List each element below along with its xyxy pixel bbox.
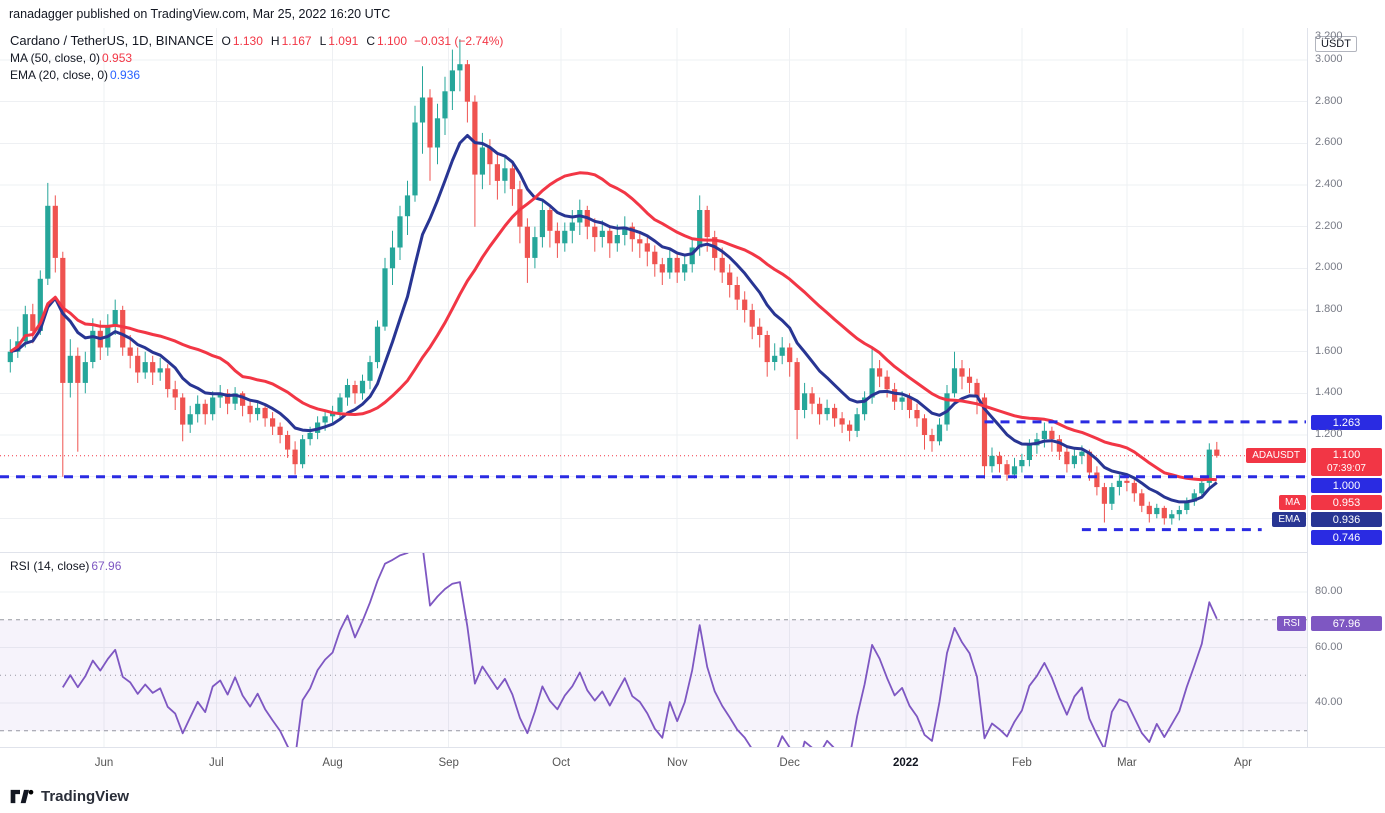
time-axis-label: Dec — [779, 757, 800, 769]
ema-legend-value: 0.936 — [110, 67, 141, 82]
symbol-price-tag: ADAUSDT — [1246, 448, 1306, 463]
price-tick-label: 1.400 — [1315, 386, 1343, 399]
level-badge-lower: 0.746 — [1311, 530, 1382, 545]
time-axis-label: Mar — [1116, 757, 1137, 769]
rsi-tick-label: 40.00 — [1315, 696, 1343, 708]
last-price-badge: 1.100 07:39:07 — [1311, 448, 1382, 476]
time-axis-label: Oct — [552, 757, 571, 769]
change-value: −0.031 (−2.74%) — [414, 33, 504, 48]
price-pane — [0, 39, 1307, 532]
price-axis[interactable]: USDT 1.263 1.100 07:39:07 1.000 0.953 0.… — [1307, 28, 1385, 747]
publisher-header: ranadagger published on TradingView.com,… — [0, 0, 1385, 28]
high-value: 1.167 — [281, 33, 312, 48]
time-axis-label: 2022 — [893, 757, 919, 769]
price-tick-label: 2.600 — [1315, 136, 1343, 149]
rsi-value-badge: 67.96 — [1311, 616, 1382, 631]
axis-unit-badge: USDT — [1315, 36, 1357, 52]
time-axis-label: Feb — [1012, 757, 1032, 769]
rsi-tick-label: 80.00 — [1315, 585, 1343, 597]
low-value: 1.091 — [328, 33, 359, 48]
time-axis-label: Jun — [94, 757, 114, 769]
rsi-legend-value: 67.96 — [91, 559, 122, 573]
price-tick-label: 1.200 — [1315, 428, 1343, 440]
last-price-value: 1.100 — [1332, 449, 1361, 461]
price-gridlines — [0, 59, 1307, 519]
ma-legend-value: 0.953 — [102, 50, 133, 65]
open-label: O — [221, 33, 231, 48]
price-tick-label: 2.200 — [1315, 219, 1343, 232]
bar-countdown: 07:39:07 — [1327, 463, 1366, 474]
ema-legend-row: EMA (20, close, 0) 0.936 — [10, 66, 503, 83]
time-axis-label: Nov — [667, 757, 688, 769]
high-label: H — [270, 33, 280, 48]
ma-tag: MA — [1279, 495, 1306, 510]
ema-line — [9, 134, 1218, 504]
ema-legend-label[interactable]: EMA (20, close, 0) — [10, 67, 109, 82]
open-value: 1.130 — [232, 33, 263, 48]
rsi-tick-label: 60.00 — [1315, 640, 1343, 653]
tradingview-logo-icon — [10, 789, 34, 803]
time-axis-label: Jul — [209, 757, 224, 769]
rsi-pane — [62, 553, 1218, 747]
level-badge-mid: 1.000 — [1311, 478, 1382, 493]
price-tick-label: 2.000 — [1315, 261, 1343, 274]
ema-value-badge: 0.936 — [1311, 512, 1382, 527]
brand-name: TradingView — [41, 787, 130, 805]
rsi-legend-row: RSI (14, close) 67.96 — [10, 559, 121, 573]
price-tick-label: 3.200 — [1315, 30, 1343, 42]
level-badge-upper: 1.263 — [1311, 415, 1382, 430]
candlestick-series — [7, 39, 1220, 525]
close-value: 1.100 — [376, 33, 408, 48]
time-axis-label: Aug — [322, 757, 343, 769]
publisher-text: ranadagger published on TradingView.com,… — [9, 7, 391, 21]
vertical-gridlines — [103, 28, 1244, 747]
chart-canvas[interactable] — [0, 28, 1307, 747]
footer: TradingView — [0, 781, 1385, 811]
tradingview-link[interactable]: TradingView — [10, 788, 129, 805]
rsi-line — [62, 553, 1218, 747]
rsi-bands — [0, 591, 1307, 732]
ma-legend-row: MA (50, close, 0) 0.953 — [10, 49, 503, 66]
time-axis-label: Apr — [1234, 757, 1252, 769]
symbol-legend-row: Cardano / TetherUS, 1D, BINANCE O 1.130 H… — [10, 32, 503, 49]
ma-value-badge: 0.953 — [1311, 495, 1382, 510]
ma-line — [9, 171, 1217, 482]
rsi-legend-label[interactable]: RSI (14, close) — [10, 559, 90, 573]
rsi-tag: RSI — [1277, 616, 1306, 631]
price-tick-label: 2.800 — [1315, 94, 1343, 107]
symbol-title[interactable]: Cardano / TetherUS, 1D, BINANCE — [10, 33, 214, 48]
ema-tag: EMA — [1272, 512, 1306, 527]
time-axis[interactable]: Jun Jul Aug Sep Oct Nov Dec 2022 Feb Mar Apr — [0, 747, 1385, 777]
price-tick-label: 1.600 — [1315, 344, 1343, 357]
price-tick-label: 1.800 — [1315, 303, 1343, 315]
price-tick-label: 3.000 — [1315, 53, 1343, 65]
time-axis-label: Sep — [438, 757, 459, 769]
chart-legend: Cardano / TetherUS, 1D, BINANCE O 1.130 H… — [10, 32, 503, 83]
chart-area[interactable]: Cardano / TetherUS, 1D, BINANCE O 1.130 H… — [0, 28, 1307, 747]
low-label: L — [319, 33, 327, 48]
ma-legend-label[interactable]: MA (50, close, 0) — [10, 50, 101, 65]
price-tick-label: 2.400 — [1315, 178, 1343, 190]
close-label: C — [366, 33, 375, 48]
